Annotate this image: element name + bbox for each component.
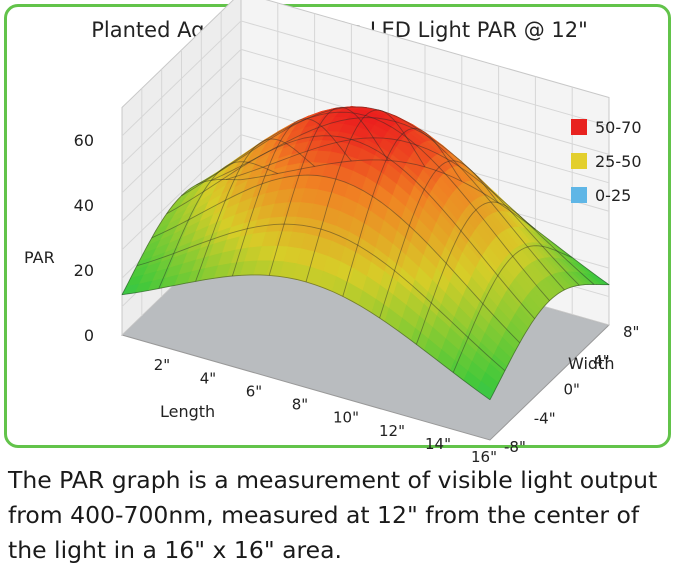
z-tick-label: 20 bbox=[74, 261, 94, 280]
y-axis-label: Width bbox=[568, 354, 615, 373]
x-tick-label: 8" bbox=[292, 396, 308, 414]
y-tick-label: 4" bbox=[593, 352, 609, 370]
mesh-line bbox=[342, 127, 463, 297]
z-tick-label: 60 bbox=[74, 131, 94, 150]
x-tick-label: 2" bbox=[154, 356, 170, 374]
mesh-line bbox=[379, 160, 499, 319]
legend-swatch-low bbox=[571, 187, 587, 203]
mesh-line bbox=[305, 109, 426, 283]
caption-text: The PAR graph is a measurement of visibl… bbox=[8, 466, 658, 564]
mesh-line bbox=[196, 106, 565, 291]
x-tick-label: 4" bbox=[200, 369, 216, 387]
legend-item-mid: 25-50 bbox=[571, 144, 642, 178]
x-tick-label: 12" bbox=[379, 422, 405, 440]
mesh-line bbox=[181, 111, 550, 301]
mesh-line bbox=[225, 137, 595, 285]
chart-ticks: 0 20 40 60 2" 4" 6" 8" 10" 12" 14" 16" -8" -4" 0" 4" 8" bbox=[74, 131, 640, 466]
x-tick-label: 10" bbox=[333, 409, 359, 427]
legend-label-low: 0-25 bbox=[595, 185, 632, 205]
y-tick-label: -8" bbox=[504, 438, 526, 456]
legend-label-mid: 25-50 bbox=[595, 151, 642, 171]
z-axis-label: PAR bbox=[24, 248, 55, 267]
legend-swatch-high bbox=[571, 119, 587, 135]
mesh-line bbox=[121, 274, 491, 401]
mesh-line bbox=[158, 161, 278, 289]
mesh-line bbox=[121, 179, 241, 295]
z-tick-label: 0 bbox=[84, 326, 94, 345]
legend-item-high: 50-70 bbox=[571, 110, 642, 144]
mesh-line bbox=[452, 245, 573, 373]
surface-cell bbox=[476, 381, 495, 401]
par-surface bbox=[121, 106, 610, 401]
legend-swatch-mid bbox=[571, 153, 587, 169]
mesh-line bbox=[489, 284, 609, 400]
mesh-line bbox=[268, 106, 389, 276]
x-tick-label: 6" bbox=[246, 382, 262, 400]
x-tick-label: 14" bbox=[425, 435, 451, 453]
mesh-line bbox=[240, 159, 610, 286]
mesh-line bbox=[211, 117, 580, 286]
mesh-line bbox=[136, 223, 506, 372]
mesh-line bbox=[195, 138, 315, 282]
mesh-line bbox=[166, 135, 535, 319]
mesh-line bbox=[151, 174, 521, 344]
mesh-line bbox=[415, 201, 536, 345]
chart-legend: 50-70 25-50 0-25 bbox=[571, 110, 642, 212]
legend-item-low: 0-25 bbox=[571, 178, 642, 212]
z-tick-label: 40 bbox=[74, 196, 94, 215]
y-tick-label: 8" bbox=[623, 323, 639, 341]
mesh-line bbox=[231, 118, 352, 277]
y-tick-label: -4" bbox=[534, 409, 556, 427]
x-axis-label: Length bbox=[160, 402, 216, 421]
legend-label-high: 50-70 bbox=[595, 117, 642, 137]
y-tick-label: 0" bbox=[564, 381, 580, 399]
x-tick-label: 16" bbox=[471, 448, 497, 466]
